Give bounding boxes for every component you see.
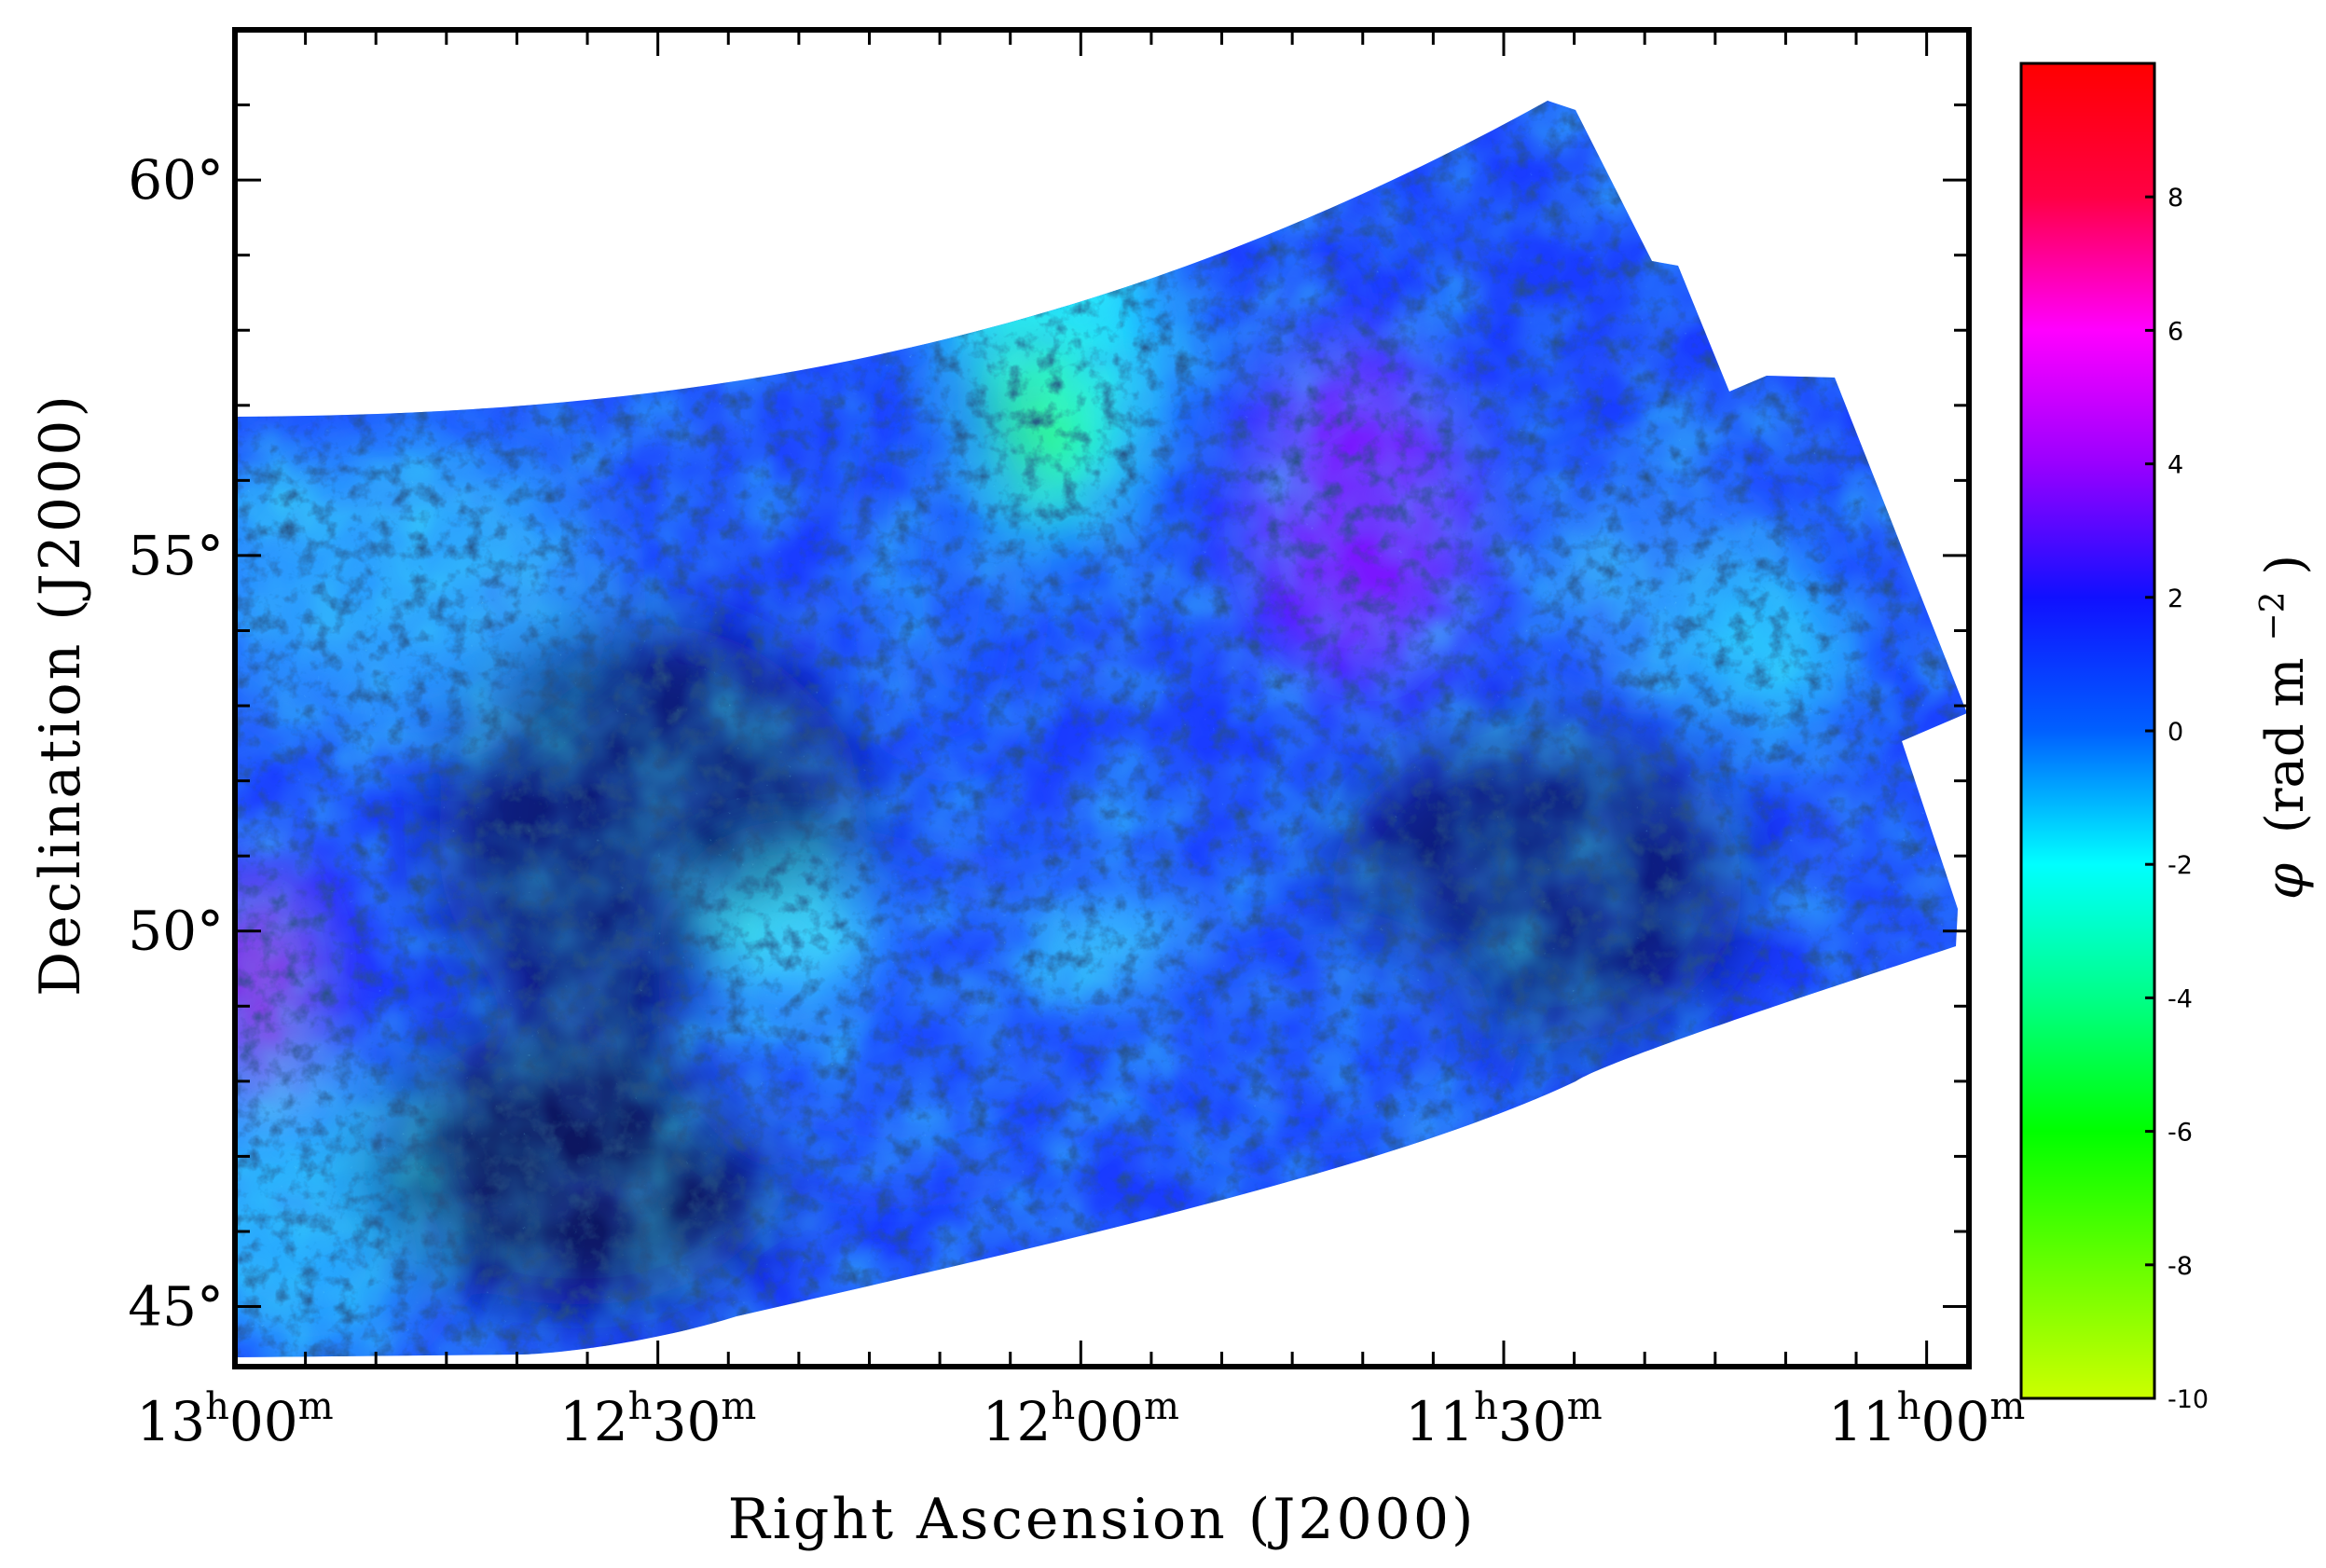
x-tick-h: h: [1474, 1385, 1498, 1428]
x-tick-hours: 12: [983, 1390, 1052, 1453]
x-tick-label: 12h00m: [983, 1385, 1179, 1453]
colorbar-tick-label: -2: [2168, 851, 2193, 880]
y-tick-label: 45°: [128, 1275, 224, 1339]
x-tick-m: m: [721, 1385, 756, 1428]
x-tick-h: h: [1897, 1385, 1921, 1428]
y-tick-label: 50°: [128, 900, 224, 963]
x-tick-h: h: [628, 1385, 653, 1428]
colorbar-tick-label: 2: [2168, 585, 2183, 613]
colorbar-ticks: 8 6 4 2 0 -2 -4 -6 -8 -10: [2145, 184, 2209, 1414]
x-tick-hours: 11: [1405, 1390, 1474, 1453]
x-tick-label: 13h00m: [136, 1385, 333, 1453]
colorbar-tick-label: -4: [2168, 984, 2193, 1013]
x-tick-m: m: [1144, 1385, 1179, 1428]
colorbar-label-symbol: φ: [2255, 863, 2316, 900]
x-tick-m: m: [1567, 1385, 1603, 1428]
x-tick-hours: 13: [136, 1390, 205, 1453]
x-tick-m: m: [298, 1385, 334, 1428]
y-axis-label: Declination (J2000): [28, 392, 93, 997]
colorbar-tick-label: -10: [2168, 1385, 2209, 1414]
x-axis-ticks: 13h00m 12h30m 12h00m 11h30m 11h00m: [136, 30, 2025, 1453]
plot-frame: [232, 27, 1972, 1369]
colorbar-tick-label: -8: [2168, 1252, 2193, 1281]
x-tick-h: h: [1051, 1385, 1075, 1428]
x-tick-minutes: 00: [229, 1390, 298, 1453]
colorbar-tick-label: -6: [2168, 1119, 2193, 1148]
x-tick-label: 11h00m: [1828, 1385, 2025, 1453]
x-tick-minutes: 00: [1921, 1390, 1990, 1453]
x-tick-h: h: [205, 1385, 229, 1428]
colorbar-label-units: (rad m: [2255, 657, 2316, 833]
colorbar-tick-label: 4: [2168, 451, 2183, 480]
x-axis-label: Right Ascension (J2000): [728, 1487, 1477, 1552]
y-tick-label: 55°: [128, 524, 224, 587]
colorbar: 8 6 4 2 0 -2 -4 -6 -8 -10 φ (rad m −2 ): [2019, 62, 2317, 1414]
colorbar-label: φ (rad m −2 ): [2254, 555, 2317, 900]
x-tick-label: 12h30m: [559, 1385, 756, 1453]
x-tick-label: 11h30m: [1405, 1385, 1602, 1453]
x-tick-minutes: 30: [653, 1390, 722, 1453]
colorbar-label-exponent: −2: [2254, 591, 2292, 640]
y-tick-label: 60°: [128, 148, 224, 212]
colorbar-tick-label: 0: [2168, 718, 2183, 747]
colorbar-fill: [2021, 63, 2154, 1398]
x-tick-m: m: [1989, 1385, 2025, 1428]
colorbar-label-close: ): [2255, 555, 2316, 575]
x-tick-minutes: 00: [1075, 1390, 1144, 1453]
x-tick-minutes: 30: [1498, 1390, 1567, 1453]
y-axis-ticks: 45° 50° 55° 60°: [128, 28, 1969, 1339]
colorbar-tick-label: 6: [2168, 317, 2183, 346]
x-tick-hours: 11: [1828, 1390, 1897, 1453]
x-tick-hours: 12: [559, 1390, 628, 1453]
plot-axes: 13h00m 12h30m 12h00m 11h30m 11h00m 45°50°55°…: [28, 27, 2025, 1552]
colorbar-tick-label: 8: [2168, 184, 2183, 213]
